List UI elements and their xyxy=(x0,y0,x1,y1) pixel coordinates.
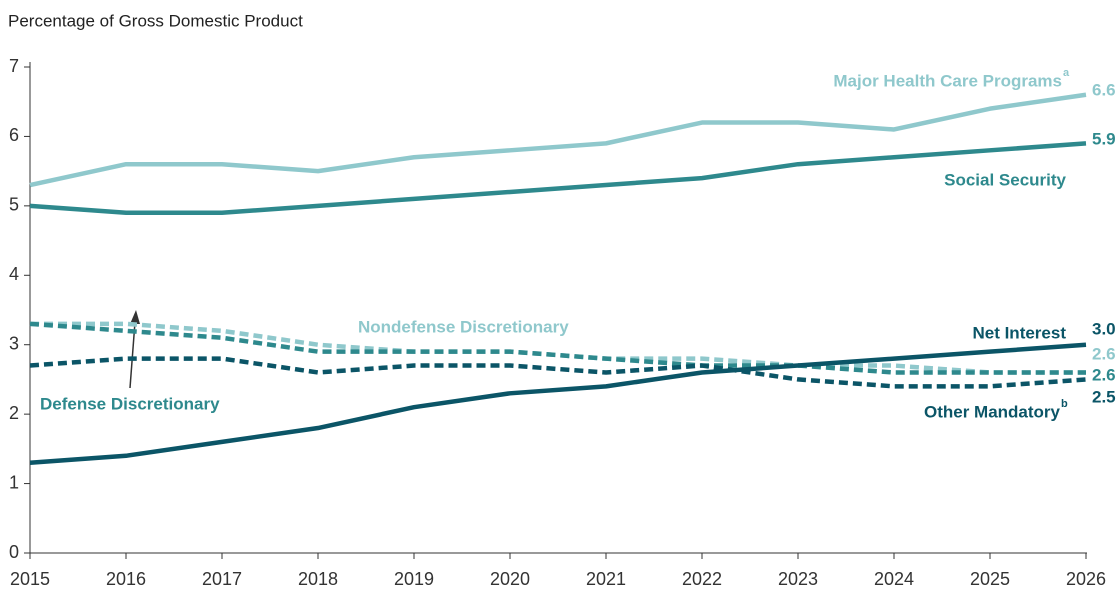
series-label: Social Security xyxy=(944,170,1066,189)
series-label: Defense Discretionary xyxy=(40,394,220,413)
y-tick-label: 6 xyxy=(9,125,19,145)
value-label: 2.6 xyxy=(1092,365,1116,384)
series-line xyxy=(29,342,1087,465)
x-tick-label: 2024 xyxy=(874,569,914,589)
x-tick-label: 2023 xyxy=(778,569,818,589)
footnote-marker: a xyxy=(1063,67,1070,79)
value-label: 5.9 xyxy=(1092,129,1116,148)
value-label: 2.6 xyxy=(1092,344,1116,363)
y-tick-label: 1 xyxy=(9,472,19,492)
footnote-marker: b xyxy=(1061,398,1068,410)
x-tick-label: 2015 xyxy=(10,569,50,589)
value-label: 3.0 xyxy=(1092,319,1116,338)
x-tick-label: 2020 xyxy=(490,569,530,589)
y-tick-label: 2 xyxy=(9,403,19,423)
series-label: Major Health Care Programs xyxy=(833,71,1062,90)
y-tick-label: 0 xyxy=(9,542,19,562)
y-tick-label: 7 xyxy=(9,56,19,76)
series-line xyxy=(29,321,1086,375)
series-line xyxy=(29,141,1087,216)
x-tick-label: 2022 xyxy=(682,569,722,589)
y-tick-label: 4 xyxy=(9,264,19,284)
value-label: 6.6 xyxy=(1092,80,1116,99)
y-tick-label: 5 xyxy=(9,195,19,215)
x-tick-label: 2016 xyxy=(106,569,146,589)
x-tick-label: 2018 xyxy=(298,569,338,589)
series-line xyxy=(29,356,1087,389)
x-tick-label: 2025 xyxy=(970,569,1010,589)
series-label: Other Mandatory xyxy=(924,402,1061,421)
series-label: Nondefense Discretionary xyxy=(358,317,569,336)
series-line xyxy=(29,92,1087,188)
value-label: 2.5 xyxy=(1092,387,1116,406)
series-line xyxy=(30,321,1086,375)
annotation-arrow xyxy=(129,310,140,389)
x-tick-label: 2019 xyxy=(394,569,434,589)
x-tick-label: 2021 xyxy=(586,569,626,589)
y-tick-label: 3 xyxy=(9,333,19,353)
y-axis-label: Percentage of Gross Domestic Product xyxy=(8,11,303,30)
x-tick-label: 2026 xyxy=(1066,569,1106,589)
x-tick-label: 2017 xyxy=(202,569,242,589)
series-label: Net Interest xyxy=(972,323,1066,342)
